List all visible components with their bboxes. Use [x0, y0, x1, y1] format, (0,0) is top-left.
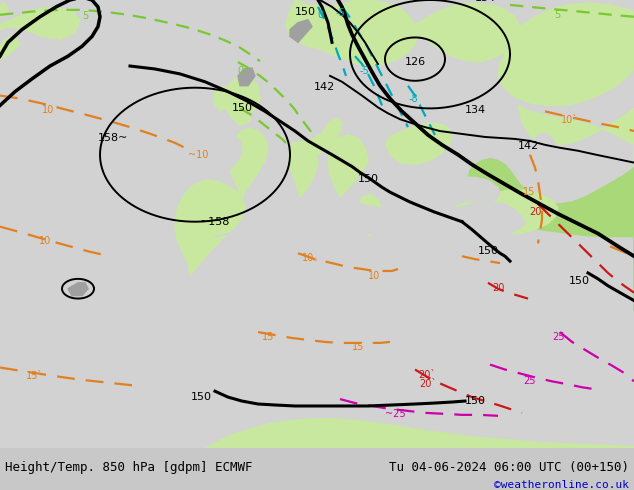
Text: 10: 10 — [39, 237, 51, 246]
Polygon shape — [215, 202, 525, 237]
Polygon shape — [0, 3, 8, 17]
Text: -5: -5 — [360, 66, 370, 76]
Polygon shape — [288, 141, 318, 197]
Text: 150: 150 — [478, 246, 499, 256]
Text: 150: 150 — [191, 392, 212, 402]
Polygon shape — [358, 194, 382, 237]
Polygon shape — [430, 177, 500, 202]
Polygon shape — [228, 128, 268, 197]
Polygon shape — [498, 3, 634, 105]
Text: 10: 10 — [42, 105, 54, 116]
Text: 20`: 20` — [418, 369, 436, 380]
Text: 10ₐ: 10ₐ — [302, 253, 318, 263]
Polygon shape — [175, 180, 245, 276]
Text: ~158: ~158 — [200, 217, 230, 227]
Text: Height/Temp. 850 hPa [gdpm] ECMWF: Height/Temp. 850 hPa [gdpm] ECMWF — [5, 461, 252, 474]
Text: ©weatheronline.co.uk: ©weatheronline.co.uk — [494, 480, 629, 490]
Text: 0: 0 — [238, 66, 244, 76]
Text: 20: 20 — [492, 283, 505, 293]
Polygon shape — [468, 159, 634, 310]
Polygon shape — [292, 118, 342, 158]
Text: 20`: 20` — [419, 379, 437, 390]
Polygon shape — [214, 86, 232, 110]
Text: 158~: 158~ — [98, 133, 128, 143]
Polygon shape — [455, 190, 558, 234]
Text: 10: 10 — [368, 271, 380, 281]
Text: 150: 150 — [465, 396, 486, 406]
Text: 20: 20 — [529, 207, 542, 217]
Text: -8: -8 — [408, 94, 418, 103]
Text: 142: 142 — [518, 141, 540, 151]
Polygon shape — [0, 36, 20, 59]
Text: 15: 15 — [262, 332, 275, 342]
Text: 15: 15 — [522, 187, 535, 197]
Text: 134: 134 — [475, 0, 496, 3]
Polygon shape — [0, 7, 80, 39]
Text: 5`: 5` — [555, 10, 566, 20]
Polygon shape — [225, 76, 260, 125]
Text: 134: 134 — [465, 105, 486, 116]
Text: ~25: ~25 — [385, 409, 405, 419]
Text: 25: 25 — [524, 376, 536, 387]
Text: 126: 126 — [404, 57, 425, 67]
Text: 25: 25 — [552, 332, 565, 342]
Polygon shape — [248, 105, 328, 141]
Polygon shape — [530, 133, 558, 177]
Text: 15: 15 — [352, 342, 365, 352]
Text: 0: 0 — [318, 10, 324, 20]
Text: Tu 04-06-2024 06:00 UTC (00+150): Tu 04-06-2024 06:00 UTC (00+150) — [389, 461, 629, 474]
Text: 150: 150 — [569, 276, 590, 286]
Polygon shape — [68, 283, 88, 295]
Polygon shape — [290, 20, 312, 42]
Polygon shape — [238, 68, 255, 86]
Polygon shape — [286, 0, 418, 66]
Polygon shape — [205, 419, 634, 448]
Text: 5: 5 — [82, 11, 88, 21]
Polygon shape — [328, 135, 368, 197]
Text: 150: 150 — [232, 103, 253, 114]
Polygon shape — [386, 123, 452, 165]
Text: 15`: 15` — [27, 371, 44, 382]
Text: 150: 150 — [295, 7, 316, 17]
Text: 142: 142 — [314, 82, 335, 92]
Polygon shape — [202, 135, 242, 180]
Polygon shape — [518, 105, 634, 172]
Text: 150: 150 — [358, 174, 379, 184]
Text: ~10: ~10 — [188, 150, 208, 160]
Polygon shape — [415, 3, 520, 62]
Text: 10`: 10` — [562, 115, 579, 125]
Text: -5: -5 — [335, 8, 345, 18]
